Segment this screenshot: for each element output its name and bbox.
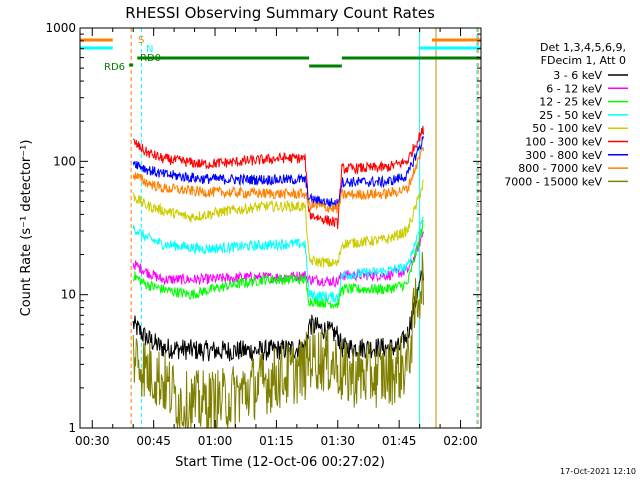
series-layer xyxy=(132,125,424,429)
legend-entry-label: 800 - 7000 keV xyxy=(518,162,602,175)
legend-entry-label: 25 - 50 keV xyxy=(539,109,602,122)
y-tick-label: 10 xyxy=(61,288,76,302)
flag-label-n: N xyxy=(146,44,153,55)
footer-timestamp: 17-Oct-2021 12:10 xyxy=(560,467,636,476)
legend-header-line: FDecim 1, Att 0 xyxy=(541,54,626,67)
flag-label-rd0: RD0 xyxy=(140,53,161,64)
legend-entry-label: 7000 - 15000 keV xyxy=(504,175,602,188)
y-tick-label: 1000 xyxy=(45,21,76,35)
legend-entry-label: 3 - 6 keV xyxy=(553,69,602,82)
legend-entry-label: 12 - 25 keV xyxy=(539,96,602,109)
series-line xyxy=(132,136,424,208)
x-axis-label: Start Time (12-Oct-06 00:27:02) xyxy=(175,455,385,470)
plot-frame xyxy=(79,27,482,429)
legend-entry-label: 50 - 100 keV xyxy=(532,122,602,135)
legend-entry-label: 100 - 300 keV xyxy=(525,136,602,149)
x-tick-label: 01:00 xyxy=(198,434,233,448)
y-tick-label: 100 xyxy=(53,154,76,168)
x-tick-label: 01:15 xyxy=(259,434,294,448)
y-tick-label: 1 xyxy=(68,421,76,435)
x-tick-label: 01:30 xyxy=(320,434,355,448)
legend-entry-label: 6 - 12 keV xyxy=(546,82,602,95)
y-axis-label: Count Rate (s⁻¹ detector⁻¹) xyxy=(19,140,34,317)
series-line xyxy=(132,146,424,214)
x-tick-label: 01:45 xyxy=(382,434,417,448)
series-line xyxy=(132,216,424,303)
chart-title: RHESSI Observing Summary Count Rates xyxy=(125,4,435,22)
series-line xyxy=(132,125,424,230)
legend-header-line: Det 1,3,4,5,6,9, xyxy=(540,41,626,54)
legend-entry-label: 300 - 800 keV xyxy=(525,149,602,162)
series-line xyxy=(132,179,424,268)
series-line xyxy=(132,220,424,309)
flag-label-rd6: RD6 xyxy=(104,62,125,73)
x-tick-label: 02:00 xyxy=(443,434,478,448)
x-tick-label: 00:45 xyxy=(136,434,171,448)
series-line xyxy=(132,251,424,429)
flag-label-s: S xyxy=(138,35,144,46)
vertical-markers xyxy=(79,28,479,428)
x-tick-label: 00:30 xyxy=(75,434,110,448)
axes: 00:30 00:45 01:00 01:15 01:30 01:45 02:00 1 10 10… xyxy=(45,21,482,448)
flag-bars xyxy=(80,38,481,68)
legend: Det 1,3,4,5,6,9,FDecim 1, Att 0 3 - 6 keV… xyxy=(504,41,628,188)
